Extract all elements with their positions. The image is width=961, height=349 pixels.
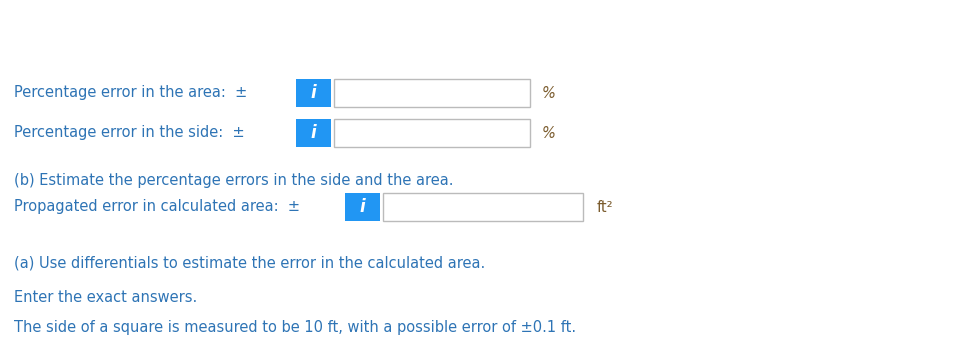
Text: Propagated error in calculated area:  ±: Propagated error in calculated area: ± (14, 200, 300, 215)
FancyBboxPatch shape (345, 193, 380, 221)
Text: The side of a square is measured to be 10 ft, with a possible error of ±0.1 ft.: The side of a square is measured to be 1… (14, 320, 577, 335)
FancyBboxPatch shape (296, 119, 331, 147)
Text: i: i (359, 198, 365, 216)
Text: Percentage error in the side:  ±: Percentage error in the side: ± (14, 126, 245, 141)
Text: i: i (310, 124, 316, 142)
Text: Enter the exact answers.: Enter the exact answers. (14, 290, 197, 305)
Text: %: % (542, 86, 555, 101)
FancyBboxPatch shape (383, 193, 583, 221)
Text: (a) Use differentials to estimate the error in the calculated area.: (a) Use differentials to estimate the er… (14, 255, 485, 270)
Text: (b) Estimate the percentage errors in the side and the area.: (b) Estimate the percentage errors in th… (14, 173, 454, 188)
FancyBboxPatch shape (334, 79, 530, 107)
FancyBboxPatch shape (296, 79, 331, 107)
Text: i: i (310, 84, 316, 102)
FancyBboxPatch shape (334, 119, 530, 147)
Text: %: % (542, 126, 555, 141)
Text: ft²: ft² (597, 200, 614, 215)
Text: Percentage error in the area:  ±: Percentage error in the area: ± (14, 86, 247, 101)
